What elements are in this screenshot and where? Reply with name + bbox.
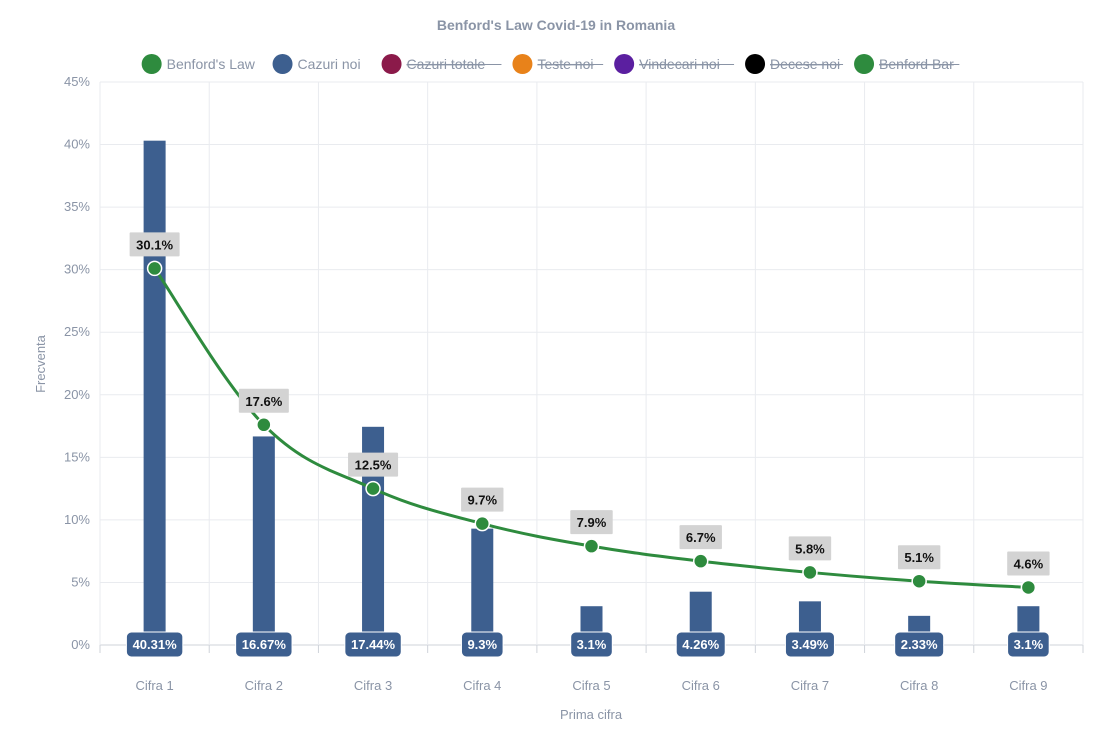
line-label-3: 12.5% xyxy=(355,458,392,473)
bar-label-6: 4.26% xyxy=(682,637,719,652)
line-label-1: 30.1% xyxy=(136,237,173,252)
legend-marker-6 xyxy=(745,54,766,74)
line-label-box-5 xyxy=(570,510,613,535)
line-label-box-7 xyxy=(788,536,832,561)
bar-label-7: 3.49% xyxy=(792,637,829,652)
legend-label-2: Cazuri noi xyxy=(298,56,361,72)
x-tick-label-3: Cifra 4 xyxy=(463,678,501,693)
bar-label-2: 16.67% xyxy=(242,637,287,652)
bar-label-box-3 xyxy=(344,631,402,658)
y-tick-label-1: 5% xyxy=(71,574,90,589)
x-axis-ticks: Cifra 1 Cifra 2 Cifra 3 Cifra 4 Cifra 5 Cifra… xyxy=(135,678,1047,693)
bar-label-box-1 xyxy=(125,631,184,658)
line-label-box-3 xyxy=(348,452,399,477)
benford-point-8 xyxy=(911,573,927,589)
x-tick-label-1: Cifra 2 xyxy=(245,678,283,693)
y-tick-label-7: 35% xyxy=(64,199,90,214)
legend-item-2[interactable]: Cazuri noi xyxy=(272,54,361,74)
benford-point-7 xyxy=(802,564,818,581)
benford-point-9 xyxy=(1020,579,1037,596)
bar-label-1: 40.31% xyxy=(133,637,178,652)
line-label-6: 6.7% xyxy=(686,530,716,545)
y-tick-label-6: 30% xyxy=(64,262,90,277)
legend-marker-2 xyxy=(272,54,293,74)
x-tick-label-0: Cifra 1 xyxy=(135,678,173,693)
line-label-box-1 xyxy=(129,232,180,257)
bar-label-5: 3.1% xyxy=(577,637,607,652)
bar-label-box-8 xyxy=(894,631,945,658)
x-axis-title: Prima cifra xyxy=(560,707,623,722)
bar-label-box-4 xyxy=(460,631,504,658)
y-tick-label-9: 45% xyxy=(64,74,90,89)
x-tick-label-5: Cifra 6 xyxy=(682,678,720,693)
benford-point-5 xyxy=(583,538,600,554)
bar-label-4: 9.3% xyxy=(467,637,497,652)
y-axis-ticks: 0% 5% 10% 15% 20% 25% 30% 35% 40% 45% xyxy=(64,74,90,652)
line-data-labels: 30.1% 17.6% 12.5% 9.7% 7.9% 6.7% 5.8% 5.1% 4.6% xyxy=(129,232,1050,576)
benford-point-6 xyxy=(692,553,709,569)
y-tick-label-2: 10% xyxy=(64,512,90,527)
y-tick-label-4: 20% xyxy=(64,387,90,402)
line-label-2: 17.6% xyxy=(245,394,282,409)
bar-series xyxy=(143,140,1040,645)
y-axis-title: Frecventa xyxy=(33,334,48,393)
line-label-5: 7.9% xyxy=(577,515,607,530)
legend: Benford's Law Cazuri noi Cazuri totale Test… xyxy=(141,54,960,74)
line-label-box-9 xyxy=(1007,551,1050,576)
bar-label-8: 2.33% xyxy=(901,637,938,652)
bar-data-labels: 40.31% 16.67% 17.44% 9.3% 3.1% 4.26% 3.49% 2.33… xyxy=(125,631,1050,658)
bar-label-3: 17.44% xyxy=(351,637,396,652)
bar-label-9: 3.1% xyxy=(1014,637,1044,652)
bar-1 xyxy=(143,140,166,645)
bar-label-box-5 xyxy=(570,631,613,658)
line-label-box-2 xyxy=(238,388,289,413)
x-tick-label-7: Cifra 8 xyxy=(900,678,938,693)
legend-item-4[interactable]: Teste noi xyxy=(512,54,604,74)
bar-2 xyxy=(252,436,275,645)
x-tick-label-6: Cifra 7 xyxy=(791,678,829,693)
bar-3 xyxy=(362,426,385,645)
legend-item-5[interactable]: Vindecari noi xyxy=(614,54,735,74)
y-tick-label-5: 25% xyxy=(64,324,90,339)
legend-marker-1 xyxy=(141,54,162,74)
benford-point-2 xyxy=(256,417,272,433)
bar-label-box-9 xyxy=(1007,631,1050,658)
line-label-7: 5.8% xyxy=(795,541,825,556)
y-tick-label-8: 40% xyxy=(64,137,90,152)
benford-point-4 xyxy=(474,515,491,532)
line-label-box-4 xyxy=(461,487,504,512)
legend-item-3[interactable]: Cazuri totale xyxy=(381,54,502,74)
line-label-box-6 xyxy=(679,525,722,550)
line-label-8: 5.1% xyxy=(904,550,934,565)
bar-label-box-7 xyxy=(784,631,835,658)
legend-item-1[interactable]: Benford's Law xyxy=(141,54,256,74)
legend-marker-3 xyxy=(381,54,402,74)
y-tick-label-0: 0% xyxy=(71,637,90,652)
y-tick-label-3: 15% xyxy=(64,449,90,464)
benford-line-path xyxy=(153,267,1029,589)
line-series xyxy=(146,260,1037,596)
line-label-9: 4.6% xyxy=(1014,556,1044,571)
legend-marker-5 xyxy=(614,54,635,74)
legend-marker-7 xyxy=(854,54,875,74)
line-label-4: 9.7% xyxy=(467,493,497,508)
bar-4 xyxy=(471,528,494,645)
line-label-box-8 xyxy=(897,545,941,570)
x-tick-label-8: Cifra 9 xyxy=(1009,678,1047,693)
bar-label-box-2 xyxy=(235,631,293,658)
benford-point-1 xyxy=(146,260,163,277)
benford-point-3 xyxy=(365,480,381,497)
x-tick-label-4: Cifra 5 xyxy=(572,678,610,693)
legend-item-7[interactable]: Benford Bar xyxy=(854,54,960,74)
chart-title: Benford's Law Covid-19 in Romania xyxy=(437,17,675,33)
legend-marker-4 xyxy=(512,54,533,74)
x-tick-label-2: Cifra 3 xyxy=(354,678,392,693)
legend-label-1: Benford's Law xyxy=(167,56,256,72)
legend-item-6[interactable]: Decese noi xyxy=(745,54,844,74)
bar-label-box-6 xyxy=(675,631,726,658)
